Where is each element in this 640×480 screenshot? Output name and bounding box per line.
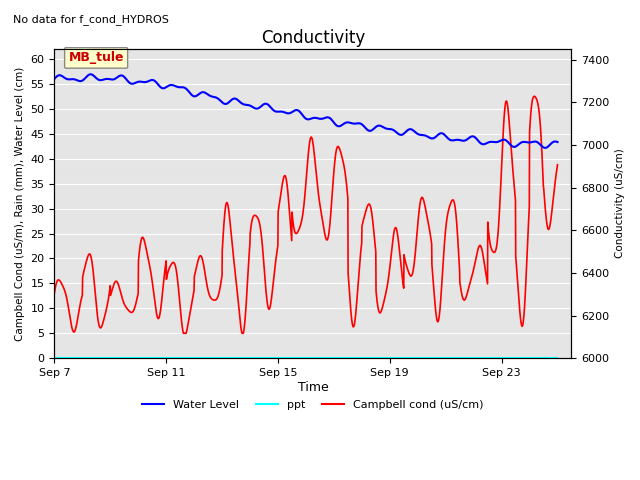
Text: MB_tule: MB_tule — [68, 51, 124, 64]
Y-axis label: Conductivity (uS/cm): Conductivity (uS/cm) — [615, 149, 625, 258]
X-axis label: Time: Time — [298, 381, 328, 394]
Y-axis label: Campbell Cond (uS/m), Rain (mm), Water Level (cm): Campbell Cond (uS/m), Rain (mm), Water L… — [15, 66, 25, 341]
Title: Conductivity: Conductivity — [261, 29, 365, 48]
Text: No data for f_cond_HYDROS: No data for f_cond_HYDROS — [13, 14, 169, 25]
Legend: Water Level, ppt, Campbell cond (uS/cm): Water Level, ppt, Campbell cond (uS/cm) — [138, 396, 488, 415]
